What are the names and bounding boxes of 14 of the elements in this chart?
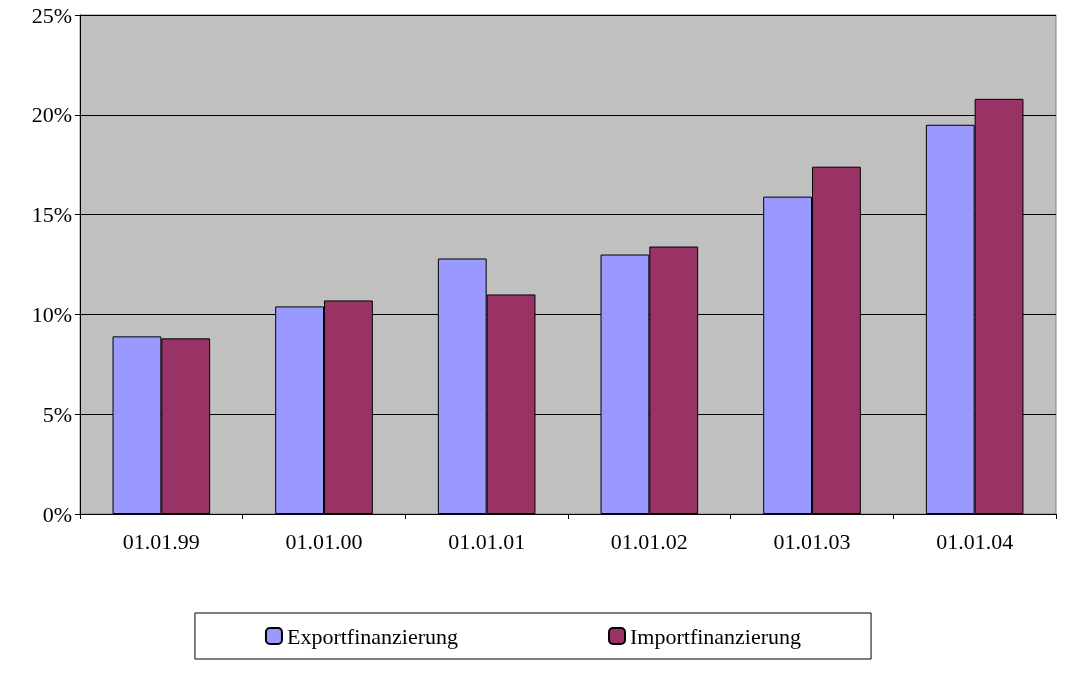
y-tick-label: 10% — [31, 301, 72, 327]
x-tick-label: 01.01.04 — [936, 528, 1014, 554]
legend-label: Importfinanzierung — [630, 623, 802, 649]
y-tick-label: 15% — [31, 202, 72, 228]
y-tick-label: 25% — [31, 2, 72, 28]
y-tick-label: 20% — [31, 102, 72, 128]
x-tick-label: 01.01.01 — [448, 528, 526, 554]
x-tick-label: 01.01.03 — [773, 528, 851, 554]
y-tick-label: 5% — [42, 401, 72, 427]
x-tick-label: 01.01.99 — [122, 528, 200, 554]
x-tick-label: 01.01.00 — [285, 528, 363, 554]
legend-label: Exportfinanzierung — [286, 623, 459, 649]
y-tick-label: 0% — [42, 501, 72, 527]
x-tick-label: 01.01.02 — [610, 528, 688, 554]
